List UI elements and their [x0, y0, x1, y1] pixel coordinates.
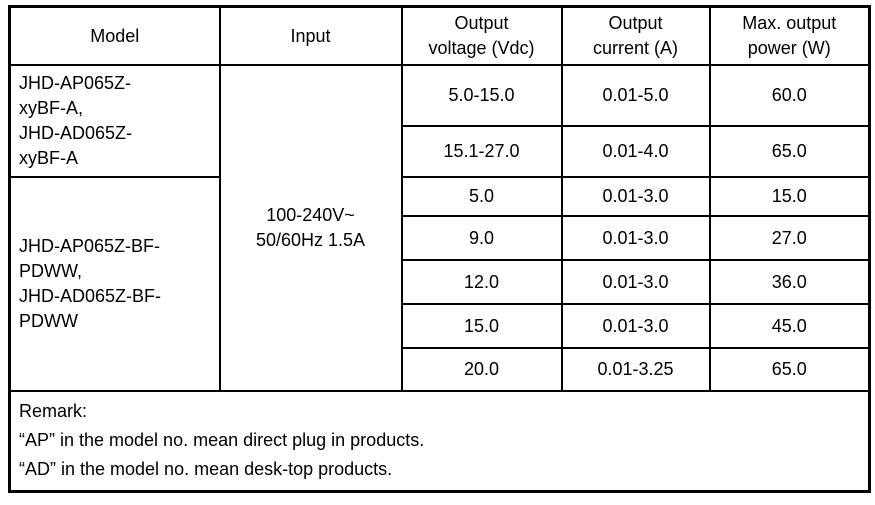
- table-row: 20.0 0.01-3.25 65.0: [10, 347, 871, 392]
- output-voltage-value: 15.0: [400, 303, 563, 349]
- col-header-output-current: Output current (A): [560, 5, 711, 66]
- max-power-value: 15.0: [708, 176, 871, 217]
- output-current-value: 0.01-3.0: [560, 176, 711, 217]
- max-power-value: 65.0: [708, 347, 871, 392]
- output-current-value: 0.01-4.0: [560, 125, 711, 178]
- remark-row: Remark: “AP” in the model no. mean direc…: [8, 390, 871, 493]
- output-current-value: 0.01-3.0: [560, 303, 711, 349]
- output-voltage-value: 9.0: [400, 215, 563, 261]
- col-header-input: Input: [218, 5, 403, 66]
- header-row: Model Input Output voltage (Vdc) Output …: [8, 5, 871, 66]
- max-power-value: 60.0: [708, 64, 871, 127]
- table-row: 15.1-27.0 0.01-4.0 65.0: [10, 125, 871, 178]
- table-row: 12.0 0.01-3.0 36.0: [10, 259, 871, 305]
- output-current-value: 0.01-3.0: [560, 259, 711, 305]
- model-group-1: JHD-AP065Z- xyBF-A, JHD-AD065Z- xyBF-A: [8, 64, 221, 178]
- output-current-value: 0.01-3.0: [560, 215, 711, 261]
- table-row: JHD-AP065Z-BF- PDWW, JHD-AD065Z-BF- PDWW…: [8, 176, 871, 392]
- col-header-model: Model: [8, 5, 221, 66]
- input-value-cell: 100-240V~ 50/60Hz 1.5A: [218, 64, 403, 392]
- col-header-output-voltage: Output voltage (Vdc): [400, 5, 563, 66]
- table-row: JHD-AP065Z- xyBF-A, JHD-AD065Z- xyBF-A 1…: [8, 64, 871, 392]
- col-header-max-power: Max. output power (W): [708, 5, 871, 66]
- output-current-value: 0.01-3.25: [560, 347, 711, 392]
- remark-title: Remark:: [19, 400, 88, 421]
- remark-line-ad: “AD” in the model no. mean desk-top prod…: [19, 458, 393, 479]
- max-power-value: 45.0: [708, 303, 871, 349]
- output-voltage-value: 5.0-15.0: [400, 64, 563, 127]
- table-row: 9.0 0.01-3.0 27.0: [10, 215, 871, 261]
- remark-line-ap: “AP” in the model no. mean direct plug i…: [19, 429, 425, 450]
- max-power-value: 65.0: [708, 125, 871, 178]
- output-voltage-value: 12.0: [400, 259, 563, 305]
- output-voltage-value: 5.0: [400, 176, 563, 217]
- model-group-2: JHD-AP065Z-BF- PDWW, JHD-AD065Z-BF- PDWW: [8, 176, 221, 392]
- output-voltage-value: 20.0: [400, 347, 563, 392]
- output-voltage-value: 15.1-27.0: [400, 125, 563, 178]
- output-current-value: 0.01-5.0: [560, 64, 711, 127]
- max-power-value: 36.0: [708, 259, 871, 305]
- remark-cell: Remark: “AP” in the model no. mean direc…: [8, 390, 871, 493]
- table-row: 15.0 0.01-3.0 45.0: [10, 303, 871, 349]
- spec-table: Model Input Output voltage (Vdc) Output …: [8, 5, 871, 493]
- max-power-value: 27.0: [708, 215, 871, 261]
